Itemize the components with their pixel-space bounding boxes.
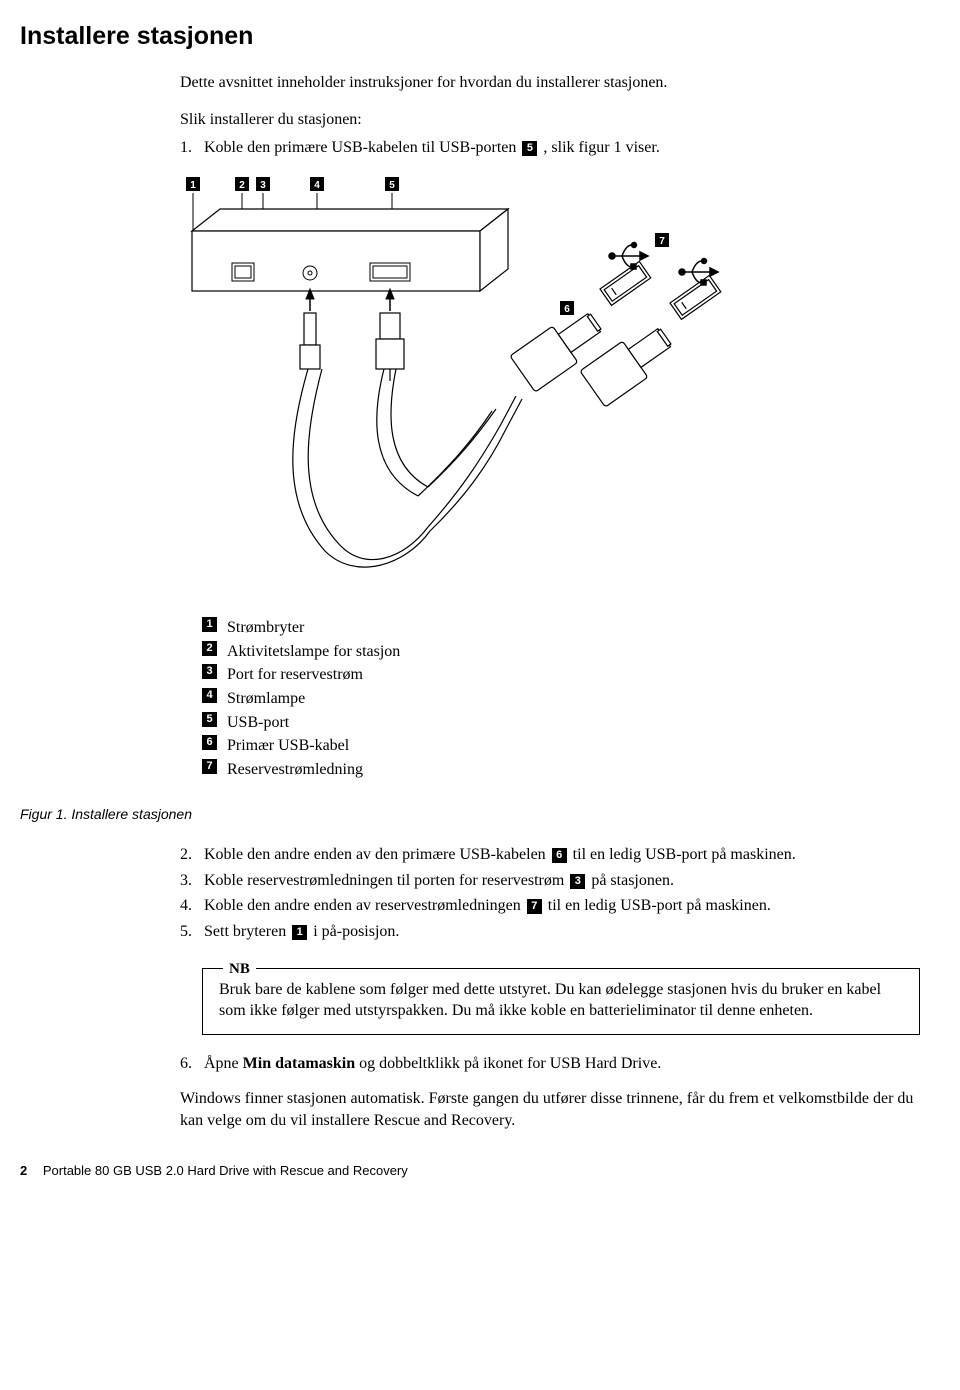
svg-text:2: 2 <box>239 180 245 191</box>
legend-text-4: Strømlampe <box>227 688 305 710</box>
page-heading: Installere stasjonen <box>20 20 920 54</box>
step1-part-a: Koble den primære USB-kabelen til USB-po… <box>204 139 520 156</box>
legend-num-3: 3 <box>202 664 217 679</box>
legend-text-3: Port for reservestrøm <box>227 664 363 686</box>
legend-num-6: 6 <box>202 735 217 750</box>
subintro-text: Slik installerer du stasjonen: <box>180 109 920 131</box>
callout-7-icon: 7 <box>527 899 542 914</box>
legend-row-7: 7 Reservestrømledning <box>200 759 920 781</box>
legend-row-5: 5 USB-port <box>200 712 920 734</box>
step6-a: Åpne <box>204 1055 243 1072</box>
svg-text:1: 1 <box>190 180 196 191</box>
svg-text:3: 3 <box>260 180 266 191</box>
svg-text:7: 7 <box>659 236 665 247</box>
step-3-num: 3. <box>180 870 204 892</box>
callout-5-icon: 5 <box>522 141 537 156</box>
step-6: 6. Åpne Min datamaskin og dobbeltklikk p… <box>180 1053 920 1075</box>
step-2-text: Koble den andre enden av den primære USB… <box>204 844 920 866</box>
step-4-text: Koble den andre enden av reservestrømled… <box>204 895 920 917</box>
step-5: 5. Sett bryteren 1 i på-posisjon. <box>180 921 920 943</box>
closing-paragraph: Windows finner stasjonen automatisk. Før… <box>180 1088 920 1131</box>
step5-a: Sett bryteren <box>204 923 290 940</box>
step-5-num: 5. <box>180 921 204 943</box>
legend-num-2: 2 <box>202 641 217 656</box>
step-1: 1. Koble den primære USB-kabelen til USB… <box>180 137 920 159</box>
legend-text-7: Reservestrømledning <box>227 759 363 781</box>
legend-num-5: 5 <box>202 712 217 727</box>
legend-row-3: 3 Port for reservestrøm <box>200 664 920 686</box>
step6-b: og dobbeltklikk på ikonet for USB Hard D… <box>355 1055 661 1072</box>
callout-6-icon: 6 <box>552 848 567 863</box>
legend-text-5: USB-port <box>227 712 289 734</box>
step-4: 4. Koble den andre enden av reservestrøm… <box>180 895 920 917</box>
step-2: 2. Koble den andre enden av den primære … <box>180 844 920 866</box>
callout-3-icon: 3 <box>570 874 585 889</box>
step5-b: i på-posisjon. <box>309 923 399 940</box>
legend-row-1: 1 Strømbryter <box>200 617 920 639</box>
svg-text:6: 6 <box>564 304 570 315</box>
legend-row-6: 6 Primær USB-kabel <box>200 735 920 757</box>
legend-text-2: Aktivitetslampe for stasjon <box>227 641 400 663</box>
legend-text-6: Primær USB-kabel <box>227 735 349 757</box>
callout-1-icon: 1 <box>292 925 307 940</box>
step-3: 3. Koble reservestrømledningen til porte… <box>180 870 920 892</box>
legend-text-1: Strømbryter <box>227 617 304 639</box>
step2-a: Koble den andre enden av den primære USB… <box>204 846 550 863</box>
step-2-num: 2. <box>180 844 204 866</box>
note-body: Bruk bare de kablene som følger med dett… <box>219 979 903 1022</box>
step-4-num: 4. <box>180 895 204 917</box>
step-3-text: Koble reservestrømledningen til porten f… <box>204 870 920 892</box>
note-title: NB <box>223 959 256 979</box>
svg-text:4: 4 <box>314 180 320 191</box>
step-6-text: Åpne Min datamaskin og dobbeltklikk på i… <box>204 1053 920 1075</box>
figure-caption: Figur 1. Installere stasjonen <box>20 805 920 824</box>
step-6-num: 6. <box>180 1053 204 1075</box>
footer-page-num: 2 <box>20 1163 27 1178</box>
intro-text: Dette avsnittet inneholder instruksjoner… <box>180 72 920 94</box>
step2-b: til en ledig USB-port på maskinen. <box>569 846 796 863</box>
legend-num-4: 4 <box>202 688 217 703</box>
note-box: NB Bruk bare de kablene som følger med d… <box>202 968 920 1035</box>
svg-text:5: 5 <box>389 180 395 191</box>
legend-row-2: 2 Aktivitetslampe for stasjon <box>200 641 920 663</box>
step1-part-b: , slik figur 1 viser. <box>539 139 659 156</box>
step-5-text: Sett bryteren 1 i på-posisjon. <box>204 921 920 943</box>
step4-a: Koble den andre enden av reservestrømled… <box>204 897 525 914</box>
step6-bold: Min datamaskin <box>243 1055 355 1072</box>
legend-num-1: 1 <box>202 617 217 632</box>
footer-title: Portable 80 GB USB 2.0 Hard Drive with R… <box>43 1163 408 1178</box>
legend-num-7: 7 <box>202 759 217 774</box>
step4-b: til en ledig USB-port på maskinen. <box>544 897 771 914</box>
install-diagram: 1 2 3 4 5 <box>180 171 740 591</box>
page-footer: 2 Portable 80 GB USB 2.0 Hard Drive with… <box>20 1162 920 1180</box>
step-1-num: 1. <box>180 137 204 159</box>
step3-b: på stasjonen. <box>587 872 674 889</box>
legend-row-4: 4 Strømlampe <box>200 688 920 710</box>
step3-a: Koble reservestrømledningen til porten f… <box>204 872 568 889</box>
step-1-text: Koble den primære USB-kabelen til USB-po… <box>204 137 920 159</box>
